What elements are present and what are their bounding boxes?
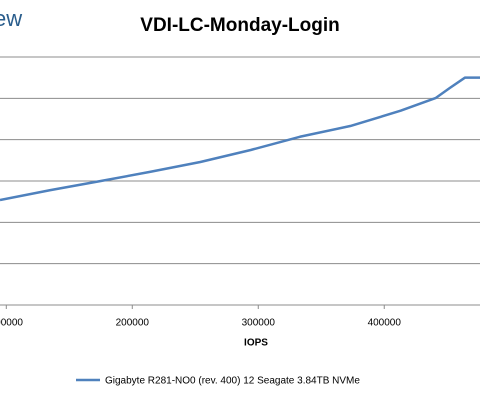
legend-label: Gigabyte R281-NO0 (rev. 400) 12 Seagate …: [105, 376, 360, 387]
series-line: [0, 76, 480, 202]
logo: ew: [0, 6, 22, 31]
x-tick-label: 400000: [368, 318, 402, 329]
x-tick-label: 300000: [242, 318, 276, 329]
x-tick-label: 200000: [116, 318, 150, 329]
chart-title: VDI-LC-Monday-Login: [140, 15, 339, 36]
x-tick-label: 100000: [0, 318, 23, 329]
x-axis-label: IOPS: [244, 338, 268, 349]
